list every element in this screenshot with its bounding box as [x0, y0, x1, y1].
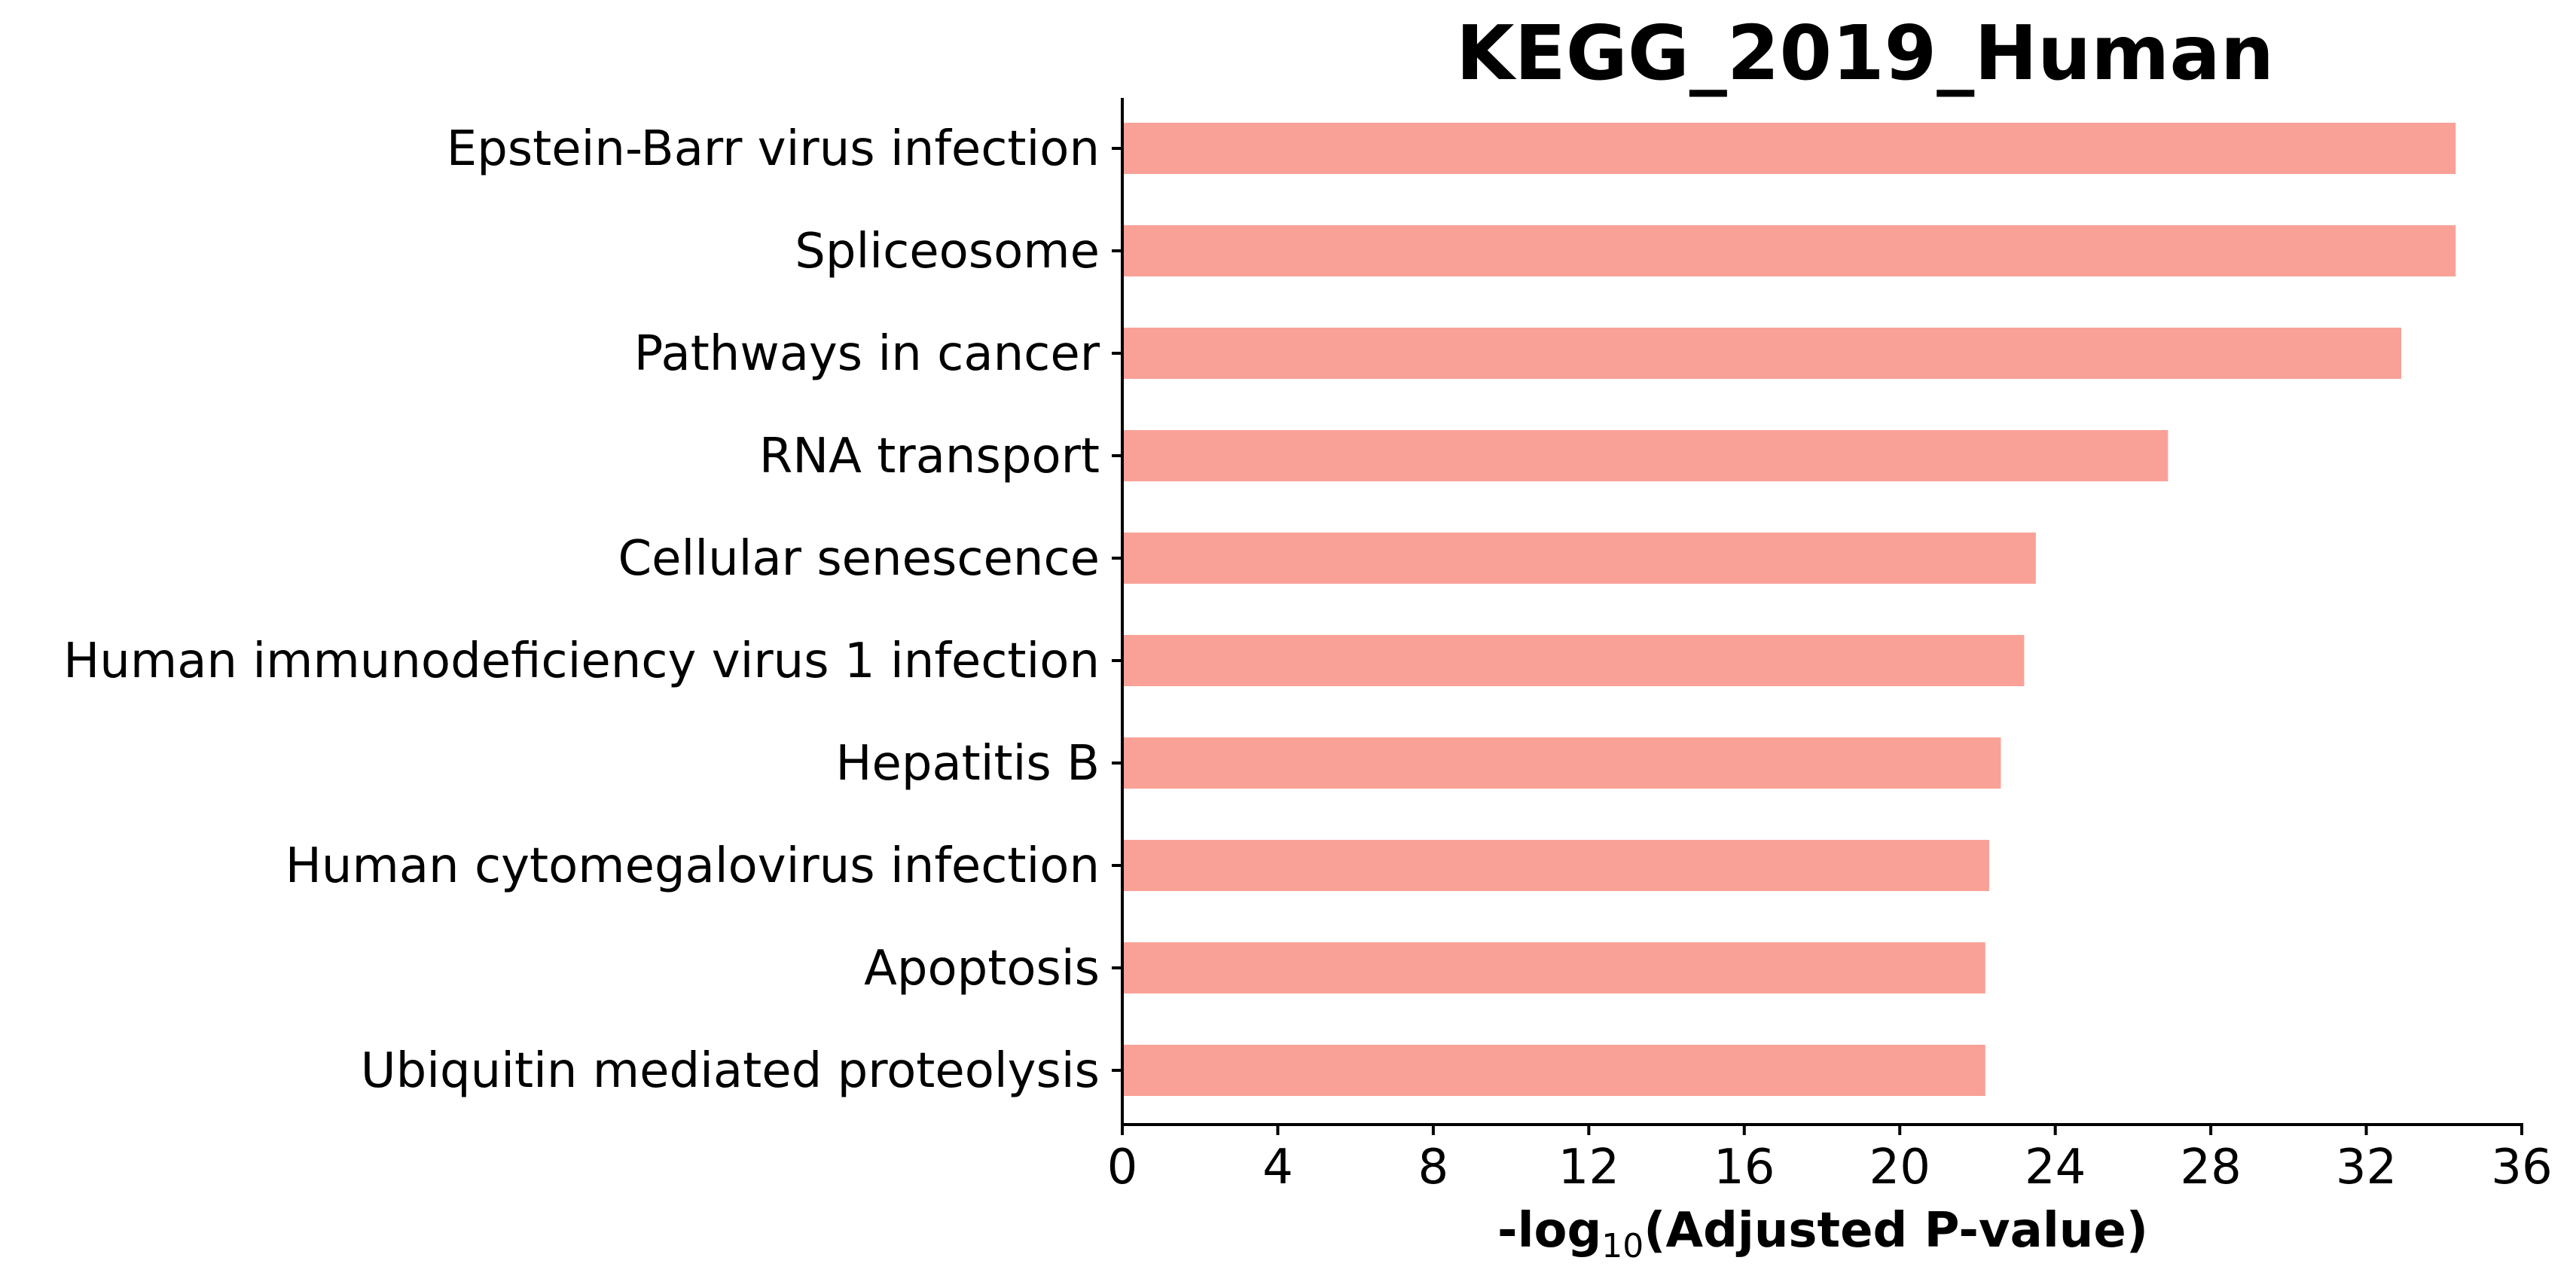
x-axis-ticks: 0 4 8 12 16 20 24 28 32 36 [1107, 1125, 2553, 1195]
category-label: Apoptosis [864, 941, 1100, 997]
bar [1122, 635, 2025, 686]
category-label: Human immunodeficiency virus 1 infection [63, 633, 1100, 689]
x-axis-title: -log10(Adjusted P-value) [1497, 1203, 2148, 1265]
bar [1122, 942, 1985, 994]
x-tick-label: 8 [1418, 1140, 1449, 1195]
bar [1122, 533, 2036, 584]
bar [1122, 430, 2169, 481]
category-label: Cellular senescence [618, 531, 1100, 587]
category-label: RNA transport [759, 429, 1100, 484]
x-tick-label: 16 [1714, 1140, 1775, 1195]
category-label: Epstein-Barr virus infection [447, 121, 1100, 177]
category-label: Spliceosome [795, 224, 1100, 279]
x-tick-label: 4 [1262, 1140, 1293, 1195]
category-label: Hepatitis B [835, 736, 1100, 792]
bar [1122, 840, 1989, 891]
bars-group [1122, 123, 2456, 1096]
x-tick-label: 0 [1107, 1140, 1138, 1195]
x-axis-title-prefix: -log [1497, 1203, 1601, 1259]
x-tick-label: 28 [2180, 1140, 2241, 1195]
category-label: Ubiquitin mediated proteolysis [361, 1043, 1100, 1099]
category-labels: Epstein-Barr virus infection Spliceosome P… [63, 121, 1122, 1099]
category-label: Human cytomegalovirus infection [285, 838, 1100, 894]
bar [1122, 328, 2402, 379]
x-axis-title-subscript: 10 [1601, 1227, 1644, 1265]
x-tick-label: 24 [2025, 1140, 2086, 1195]
chart-title: KEGG_2019_Human [1456, 9, 2274, 97]
bar [1122, 1045, 1985, 1096]
x-axis-title-suffix: (Adjusted P-value) [1644, 1203, 2148, 1259]
bar [1122, 123, 2456, 174]
x-tick-label: 36 [2491, 1140, 2552, 1195]
x-tick-label: 12 [1558, 1140, 1619, 1195]
x-tick-label: 32 [2336, 1140, 2397, 1195]
x-tick-label: 20 [1869, 1140, 1930, 1195]
bar [1122, 737, 2001, 789]
bar [1122, 225, 2456, 276]
category-label: Pathways in cancer [634, 326, 1100, 382]
